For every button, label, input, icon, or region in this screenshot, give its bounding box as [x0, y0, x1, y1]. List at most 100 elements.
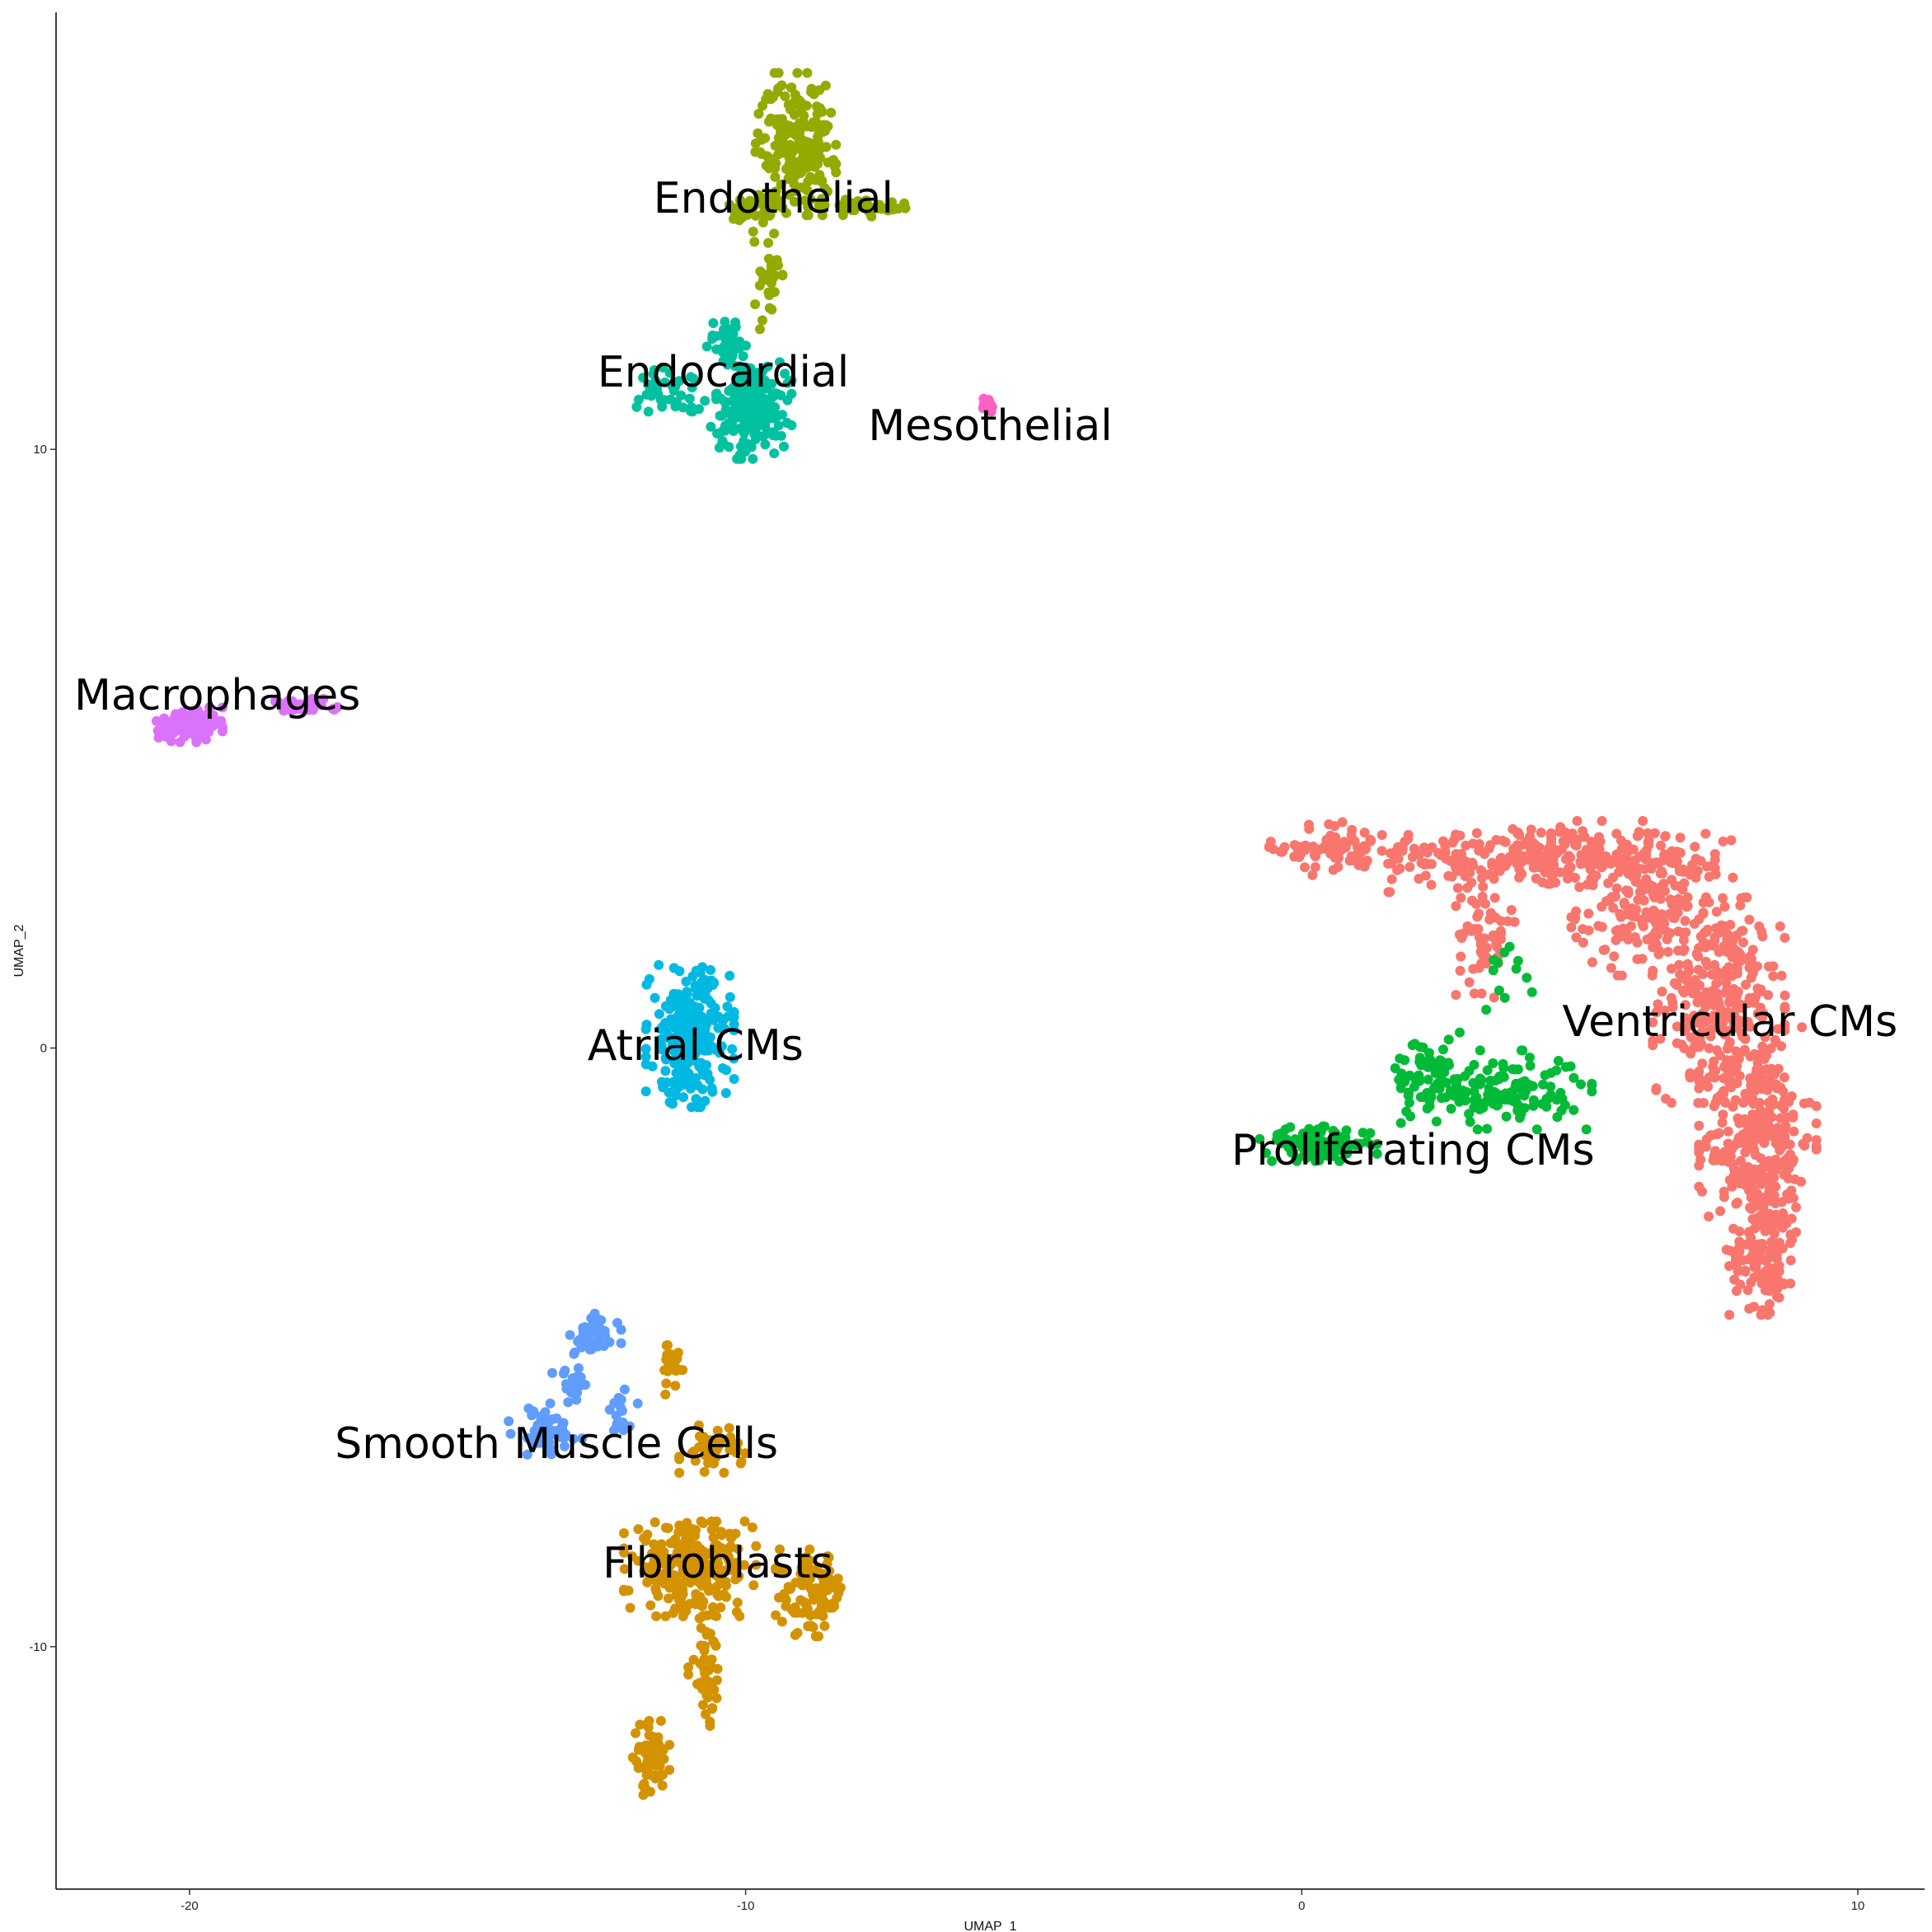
- data-point: [1637, 954, 1648, 964]
- data-point: [1514, 1113, 1525, 1123]
- data-point: [1615, 912, 1626, 922]
- data-point: [773, 83, 784, 94]
- data-point: [1648, 965, 1658, 976]
- data-point: [1464, 1066, 1475, 1076]
- cluster-label: Smooth Muscle Cells: [335, 1419, 778, 1469]
- data-point: [1499, 992, 1510, 1003]
- data-point: [527, 1410, 537, 1421]
- data-point: [644, 973, 654, 984]
- data-point: [641, 1719, 652, 1730]
- data-point: [757, 315, 767, 326]
- cluster-labels-layer: Ventricular CMs Proliferating CMs Endothel…: [74, 174, 1897, 1588]
- data-point: [1586, 842, 1597, 852]
- data-point: [1331, 838, 1342, 849]
- data-point: [1728, 872, 1738, 883]
- data-point: [1489, 954, 1499, 965]
- data-point: [699, 1466, 710, 1477]
- data-point: [655, 1770, 665, 1781]
- data-point: [1452, 883, 1463, 893]
- data-point: [1802, 1132, 1812, 1143]
- data-point: [698, 1518, 709, 1528]
- data-point: [1481, 1005, 1492, 1015]
- data-point: [711, 1540, 722, 1550]
- data-point: [806, 87, 817, 97]
- x-tick-label: -20: [181, 1899, 199, 1913]
- data-point: [814, 1606, 825, 1616]
- data-point: [1289, 840, 1300, 851]
- data-point: [817, 210, 828, 221]
- data-point: [1674, 881, 1685, 892]
- data-point: [753, 410, 764, 421]
- data-point: [1751, 992, 1761, 1002]
- data-point: [739, 1516, 750, 1526]
- data-point: [669, 1055, 680, 1065]
- data-point: [1401, 1106, 1412, 1117]
- data-point: [873, 203, 884, 213]
- data-point: [983, 395, 994, 405]
- data-point: [785, 139, 795, 150]
- data-point: [1623, 934, 1634, 945]
- data-point: [1578, 826, 1588, 837]
- data-point: [1322, 1151, 1333, 1161]
- data-point: [1728, 1223, 1739, 1234]
- data-point: [1441, 1092, 1451, 1103]
- data-point: [773, 260, 783, 270]
- data-point: [547, 1367, 557, 1378]
- data-point: [1456, 951, 1466, 962]
- data-point: [670, 1381, 681, 1391]
- data-point: [587, 1313, 598, 1324]
- data-point: [1495, 853, 1506, 864]
- data-point: [1731, 1046, 1742, 1057]
- data-point: [1763, 990, 1774, 1001]
- data-point: [1455, 965, 1465, 976]
- data-point: [711, 1581, 722, 1592]
- data-point: [1678, 935, 1689, 945]
- data-point: [633, 1744, 644, 1755]
- data-point: [1699, 1076, 1709, 1086]
- data-point: [1709, 932, 1720, 942]
- data-point: [1409, 1081, 1419, 1092]
- data-point: [1538, 1079, 1549, 1090]
- axes-layer: -20 -10 0 10 -10 0 10 UMAP_1 UMAP_2: [12, 12, 1925, 1932]
- data-point: [198, 720, 209, 731]
- x-tick-label: 10: [1851, 1899, 1865, 1913]
- data-point: [1759, 1244, 1769, 1254]
- data-point: [1717, 1118, 1728, 1128]
- data-point: [697, 962, 708, 973]
- data-point: [670, 1534, 681, 1545]
- data-point: [1587, 957, 1597, 968]
- data-point: [690, 980, 701, 991]
- data-point: [812, 101, 822, 112]
- data-point: [270, 696, 280, 706]
- data-point: [1339, 837, 1349, 847]
- data-point: [587, 1320, 598, 1331]
- data-point: [1267, 1156, 1278, 1166]
- cluster-label: Endocardial: [598, 348, 849, 397]
- data-point: [694, 1002, 705, 1013]
- data-point: [1772, 1123, 1783, 1133]
- data-point: [1608, 872, 1618, 883]
- data-point: [700, 974, 710, 985]
- data-point: [545, 1398, 556, 1409]
- data-point: [151, 715, 162, 726]
- data-point: [1648, 1017, 1658, 1028]
- data-point: [1372, 1148, 1382, 1159]
- data-point: [1449, 835, 1460, 845]
- data-point: [1404, 1097, 1414, 1108]
- data-point: [1365, 834, 1376, 845]
- data-point: [1775, 1113, 1785, 1123]
- data-point: [718, 1063, 728, 1073]
- data-point: [1511, 964, 1522, 974]
- data-point: [1779, 1072, 1789, 1083]
- data-point: [706, 964, 716, 975]
- data-point: [1764, 1175, 1775, 1186]
- data-point: [1700, 828, 1711, 839]
- data-point: [1528, 1095, 1539, 1105]
- data-point: [1723, 929, 1733, 940]
- data-point: [781, 208, 791, 218]
- data-point: [732, 1597, 743, 1608]
- data-point: [1542, 1094, 1553, 1104]
- data-point: [1694, 914, 1705, 925]
- data-point: [1768, 1157, 1779, 1168]
- data-point: [678, 1092, 689, 1103]
